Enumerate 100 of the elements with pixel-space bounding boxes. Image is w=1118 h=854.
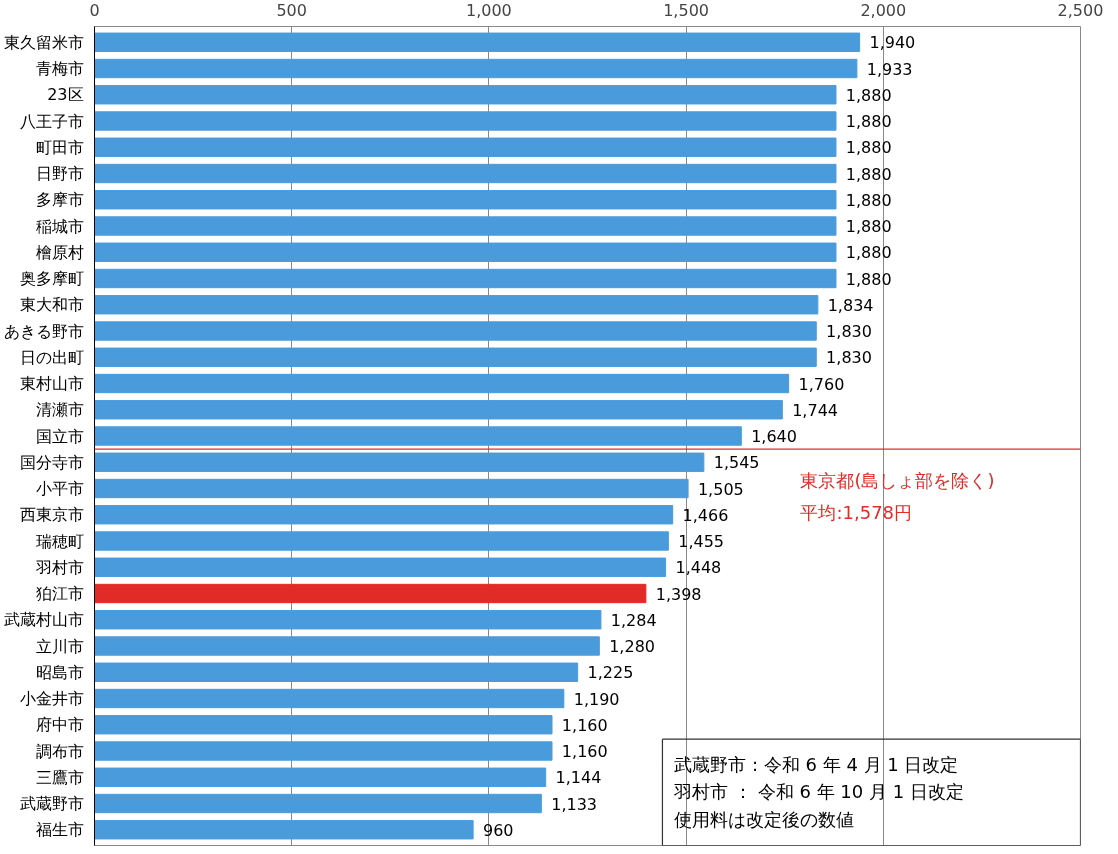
y-tick-label: 日野市 xyxy=(35,164,84,183)
data-label: 1,190 xyxy=(573,689,620,709)
bar xyxy=(94,85,837,105)
data-label: 1,880 xyxy=(845,112,892,131)
y-tick-label: 羽村市 xyxy=(34,557,84,577)
data-label: 1,144 xyxy=(555,768,602,788)
data-label: 1,455 xyxy=(678,532,725,551)
data-label: 1,880 xyxy=(845,164,892,184)
bar xyxy=(94,190,837,210)
data-label: 1,466 xyxy=(682,505,729,525)
bar xyxy=(94,295,819,315)
y-tick-label: 瑞穂町 xyxy=(35,531,84,551)
x-tick-label: 1,000 xyxy=(466,0,512,20)
bar xyxy=(94,715,553,735)
data-label: 1,160 xyxy=(561,742,608,761)
bar xyxy=(94,478,689,499)
data-label: 1,545 xyxy=(713,453,760,473)
bar xyxy=(94,426,742,446)
y-tick-label: 西東京市 xyxy=(19,505,84,525)
y-tick-label: 武蔵村山市 xyxy=(3,610,84,630)
bar xyxy=(94,767,547,787)
y-tick-label: 調布市 xyxy=(35,741,84,761)
x-tick-label: 500 xyxy=(276,0,307,20)
data-label: 1,880 xyxy=(845,190,892,210)
annotation: 平均:1,578円 xyxy=(800,501,913,523)
y-tick-label: あきる野市 xyxy=(3,321,84,341)
data-label: 1,160 xyxy=(561,715,608,735)
bar xyxy=(94,636,600,656)
y-tick-label: 府中市 xyxy=(35,715,84,735)
bar xyxy=(94,688,565,709)
bar xyxy=(94,163,837,184)
bar xyxy=(94,347,817,367)
y-tick-label: 福生市 xyxy=(35,820,84,840)
y-tick-label: 23区 xyxy=(47,85,84,105)
y-tick-label: 東村山市 xyxy=(19,374,84,393)
y-tick-label: 清瀬市 xyxy=(35,400,84,420)
data-label: 1,398 xyxy=(655,584,702,604)
data-label: 960 xyxy=(482,820,514,840)
data-label: 1,448 xyxy=(675,558,722,578)
x-tick-label: 2,500 xyxy=(1057,0,1104,20)
data-label: 1,830 xyxy=(826,322,872,341)
bar xyxy=(94,820,474,840)
data-label: 1,830 xyxy=(826,348,872,368)
data-label: 1,280 xyxy=(609,637,655,656)
x-tick-label: 1,500 xyxy=(663,0,710,20)
y-tick-label: 国立市 xyxy=(35,426,84,446)
bar xyxy=(94,216,837,236)
data-label: 1,933 xyxy=(866,59,913,79)
bar xyxy=(94,662,579,682)
bar xyxy=(94,268,837,289)
bar xyxy=(94,531,669,551)
y-tick-label: 武蔵野市 xyxy=(19,794,84,813)
bar xyxy=(94,793,542,814)
data-label: 1,940 xyxy=(869,33,916,53)
bar xyxy=(94,400,783,420)
bar xyxy=(94,321,817,341)
y-tick-label: 多摩市 xyxy=(35,190,84,210)
y-tick-label: 東大和市 xyxy=(19,295,84,315)
y-tick-label: 稲城市 xyxy=(35,216,84,236)
data-label: 1,880 xyxy=(845,138,892,158)
bar xyxy=(94,111,837,131)
x-tick-label: 0 xyxy=(89,0,100,20)
y-tick-label: 東久留米市 xyxy=(3,32,84,52)
bar xyxy=(94,452,705,472)
data-label: 1,744 xyxy=(792,400,839,420)
bar xyxy=(94,242,837,262)
y-tick-label: 小金井市 xyxy=(19,689,84,708)
ref-line-label: 東京都(島しょ部を除く) xyxy=(800,470,995,492)
bar xyxy=(94,137,837,157)
bar xyxy=(94,32,861,52)
data-label: 1,505 xyxy=(697,479,744,499)
y-tick-label: 奥多摩町 xyxy=(19,269,84,288)
y-tick-label: 青梅市 xyxy=(35,59,84,78)
bar xyxy=(94,505,674,525)
y-tick-label: 立川市 xyxy=(35,636,84,656)
annotation: 武蔵野市 : 令和 6 年 4 月 1 日改定 xyxy=(674,753,959,775)
y-tick-label: 日の出町 xyxy=(19,347,84,367)
bar xyxy=(94,610,602,630)
x-tick-label: 2,000 xyxy=(860,0,907,20)
y-tick-label: 小平市 xyxy=(35,479,84,498)
bar xyxy=(94,557,667,577)
y-tick-label: 町田市 xyxy=(35,137,84,157)
data-label: 1,880 xyxy=(845,243,892,263)
annotation: 羽村市 ： 令和 6 年 10 月 1 日改定 xyxy=(673,781,964,803)
y-tick-label: 八王子市 xyxy=(19,111,84,131)
data-label: 1,133 xyxy=(551,794,598,814)
data-label: 1,760 xyxy=(798,374,845,394)
y-tick-label: 三鷹市 xyxy=(35,767,84,787)
y-tick-label: 狛江市 xyxy=(35,584,84,603)
y-tick-label: 檜原村 xyxy=(35,242,84,262)
data-label: 1,284 xyxy=(610,610,657,630)
y-tick-label: 昭島市 xyxy=(35,662,84,682)
annotation: 使用料は改定後の数値 xyxy=(674,808,855,830)
data-label: 1,225 xyxy=(587,663,634,683)
bar xyxy=(94,373,790,394)
bar xyxy=(94,583,647,604)
data-label: 1,880 xyxy=(845,217,892,236)
data-label: 1,834 xyxy=(827,295,874,315)
data-label: 1,640 xyxy=(751,427,797,446)
data-label: 1,880 xyxy=(845,85,892,105)
